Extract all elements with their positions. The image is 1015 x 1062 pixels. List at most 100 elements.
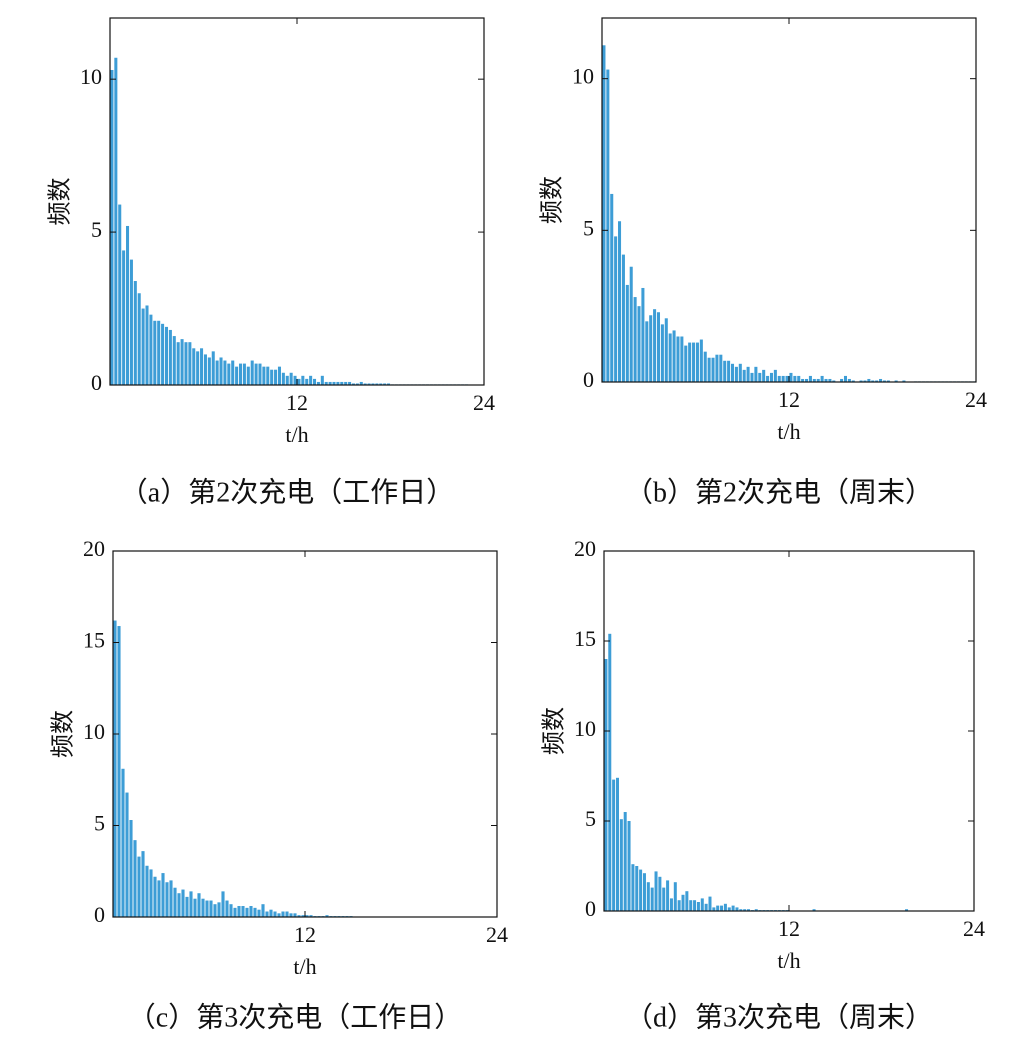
- bar: [309, 915, 313, 917]
- bar: [689, 900, 693, 911]
- bar: [746, 366, 750, 382]
- x-tick-label: 24: [963, 916, 985, 941]
- bar: [297, 915, 301, 917]
- bar: [902, 380, 906, 382]
- bar: [193, 898, 197, 917]
- bar: [137, 856, 141, 917]
- bar: [184, 342, 188, 385]
- bar: [209, 900, 213, 917]
- bar: [685, 891, 689, 911]
- bar: [680, 336, 684, 382]
- bar: [285, 911, 289, 917]
- bar: [324, 381, 328, 385]
- bar: [684, 345, 688, 382]
- bar: [681, 894, 685, 911]
- bar: [249, 906, 253, 917]
- bar: [235, 366, 239, 385]
- bar: [650, 887, 654, 911]
- bar: [719, 354, 723, 382]
- bar: [118, 204, 122, 385]
- bar: [692, 342, 696, 382]
- bar: [149, 869, 153, 917]
- y-axis-label: 频数: [539, 176, 566, 224]
- bar: [270, 369, 274, 385]
- bar: [281, 372, 285, 385]
- y-tick-label: 0: [94, 902, 105, 927]
- bar: [241, 906, 245, 917]
- bar: [172, 336, 176, 385]
- bar: [688, 342, 692, 382]
- bar: [359, 381, 363, 385]
- bar: [110, 69, 114, 385]
- bar: [797, 375, 801, 382]
- bar: [266, 366, 270, 385]
- caption: （b）第2次充电（周末）: [625, 476, 933, 508]
- x-tick-label: 24: [486, 922, 508, 947]
- bar: [262, 366, 266, 385]
- bar: [631, 864, 635, 911]
- bar: [840, 378, 844, 382]
- bar: [257, 909, 261, 917]
- x-tick-label: 12: [778, 916, 800, 941]
- bar: [905, 909, 909, 911]
- bar: [145, 865, 149, 917]
- bar: [812, 909, 816, 911]
- bar: [181, 889, 185, 917]
- bar: [608, 633, 612, 911]
- bar: [642, 873, 646, 911]
- y-tick-label: 20: [83, 536, 105, 561]
- bar: [233, 907, 237, 917]
- bar: [325, 915, 329, 917]
- bar: [668, 333, 672, 382]
- bar: [176, 342, 180, 385]
- y-tick-label: 10: [574, 716, 596, 741]
- bar: [274, 369, 278, 385]
- bar: [254, 363, 258, 385]
- bar: [766, 375, 770, 382]
- y-axis-label: 频数: [47, 178, 74, 226]
- bar: [742, 369, 746, 382]
- bar: [754, 366, 758, 382]
- bar: [773, 369, 777, 382]
- bar: [743, 909, 747, 911]
- bar: [658, 876, 662, 911]
- bar: [843, 375, 848, 382]
- bar: [126, 225, 130, 385]
- bar: [371, 383, 375, 385]
- bar: [700, 898, 704, 911]
- bar: [285, 375, 289, 385]
- bar: [293, 375, 297, 385]
- bar: [641, 287, 645, 382]
- y-tick-label: 0: [585, 896, 596, 921]
- x-tick-label: 12: [286, 390, 308, 415]
- bar: [633, 297, 637, 382]
- bar: [882, 380, 886, 382]
- bar: [762, 369, 766, 382]
- bar: [122, 250, 126, 385]
- bar: [367, 383, 371, 385]
- bar: [715, 354, 719, 382]
- bar: [225, 900, 229, 917]
- y-tick-label: 10: [83, 719, 105, 744]
- y-tick-label: 5: [94, 811, 105, 836]
- bar: [604, 659, 608, 911]
- x-axis-label: t/h: [285, 422, 308, 447]
- bar: [238, 363, 243, 385]
- y-tick-label: 10: [572, 64, 594, 89]
- y-tick-label: 15: [574, 626, 596, 651]
- caption: （c）第3次充电（工作日）: [128, 1001, 462, 1033]
- bar: [164, 326, 169, 385]
- y-tick-label: 5: [91, 217, 102, 242]
- bar: [320, 375, 324, 385]
- bar: [676, 336, 680, 382]
- bar: [666, 880, 670, 911]
- bar: [614, 236, 618, 382]
- bar: [161, 323, 165, 385]
- bar: [261, 904, 265, 917]
- bar: [789, 372, 793, 382]
- bar: [328, 381, 332, 385]
- bar: [673, 882, 677, 911]
- bar: [375, 383, 379, 385]
- bar: [639, 869, 643, 911]
